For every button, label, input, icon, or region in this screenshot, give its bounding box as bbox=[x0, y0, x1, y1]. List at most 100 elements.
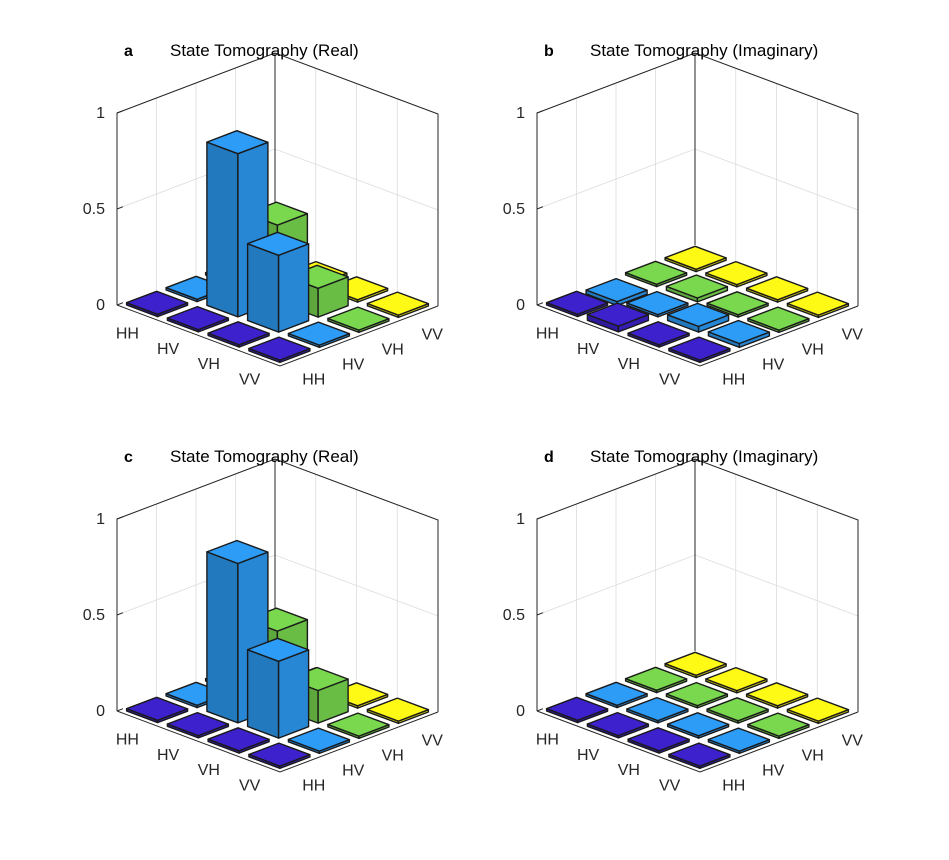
z-tick-label: 0 bbox=[516, 297, 525, 314]
bar-VH-VV bbox=[745, 682, 809, 709]
bar-VV-VV bbox=[366, 291, 430, 319]
z-tick-label: 0 bbox=[96, 297, 105, 314]
bar-top-face bbox=[166, 305, 230, 331]
bar-left-face bbox=[206, 141, 239, 318]
bar-top-face bbox=[745, 682, 809, 707]
z-tick-label: 1 bbox=[96, 511, 105, 528]
bars bbox=[545, 651, 850, 770]
panel-title: State Tomography (Real) bbox=[170, 41, 359, 60]
bar-VH-HV bbox=[246, 637, 310, 739]
row-tick-label: HV bbox=[157, 341, 180, 358]
z-tick-label: 0.5 bbox=[503, 201, 525, 218]
panel-b: 0 0.5 1 HH HV VH VV HH HV VH VV b State Tomography (… bbox=[503, 41, 864, 389]
column-tick-label: VH bbox=[802, 748, 824, 765]
row-tick-label: HV bbox=[157, 747, 180, 764]
z-tick-label: 0.5 bbox=[503, 607, 525, 624]
bar-top-face bbox=[666, 302, 730, 328]
column-tick-label: VV bbox=[422, 733, 444, 750]
bar-VH-VV bbox=[745, 276, 809, 303]
bar-left-face bbox=[246, 649, 280, 739]
bar-VH-VH bbox=[706, 697, 769, 724]
bar-HH-VV bbox=[664, 651, 727, 679]
bars bbox=[125, 129, 430, 364]
bar-VV-HH bbox=[248, 336, 311, 364]
bar-HV-HH bbox=[586, 711, 650, 739]
z-tick bbox=[116, 110, 124, 114]
column-tick-label: HH bbox=[302, 372, 325, 389]
z-tick bbox=[116, 612, 124, 616]
bar-right-face bbox=[277, 649, 310, 739]
bar-HH-HH bbox=[545, 696, 609, 724]
z-tick bbox=[116, 708, 124, 712]
panel-a: 0 0.5 1 HH HV VH VV HH HV VH VV a State Tomography (… bbox=[83, 41, 444, 389]
floor-front-edges bbox=[536, 304, 859, 367]
bar-top-face bbox=[786, 697, 850, 722]
bar-top-face bbox=[668, 742, 731, 767]
bar-top-face bbox=[206, 539, 269, 565]
bar-VV-VH bbox=[327, 712, 390, 740]
bar-VV-VV bbox=[366, 697, 430, 725]
bar-top-face bbox=[585, 681, 648, 706]
panel-letter: a bbox=[124, 43, 133, 60]
bar-top-face bbox=[664, 651, 727, 676]
bar-VH-HV bbox=[666, 712, 730, 739]
column-tick-label: VH bbox=[802, 342, 824, 359]
z-tick-label: 1 bbox=[516, 511, 525, 528]
column-tick-label: HH bbox=[722, 372, 745, 389]
z-tick-label: 0.5 bbox=[83, 607, 105, 624]
axes-frame bbox=[536, 458, 859, 773]
panel-letter: c bbox=[124, 449, 133, 466]
bar-top-face bbox=[366, 291, 430, 316]
z-tick bbox=[536, 516, 544, 520]
bar-top-face bbox=[668, 336, 731, 361]
bar-HH-HV bbox=[585, 277, 648, 307]
bar-HV-HH bbox=[586, 302, 650, 333]
row-tick-label: VH bbox=[198, 356, 220, 373]
bar-VH-HV bbox=[666, 302, 730, 333]
row-tick-label: VV bbox=[239, 777, 261, 794]
bar-top-face bbox=[705, 666, 768, 692]
bar-top-face bbox=[706, 697, 769, 722]
grid-line-horizontal bbox=[536, 554, 859, 617]
column-tick-label: HV bbox=[342, 357, 365, 374]
z-tick bbox=[116, 516, 124, 520]
column-tick-label: HH bbox=[302, 778, 325, 795]
grid-line-horizontal bbox=[536, 148, 859, 211]
bar-HH-HV bbox=[585, 681, 648, 709]
z-tick-label: 1 bbox=[96, 105, 105, 122]
bar-HV-HH bbox=[166, 305, 230, 333]
bar-top-face bbox=[706, 291, 769, 316]
panel-title: State Tomography (Imaginary) bbox=[590, 41, 818, 60]
column-tick-label: VH bbox=[382, 748, 404, 765]
bar-top-face bbox=[125, 290, 189, 315]
row-tick-label: HH bbox=[536, 732, 559, 749]
column-tick-label: VV bbox=[842, 327, 864, 344]
bar-top-face bbox=[624, 260, 688, 285]
bar-top-face bbox=[705, 260, 768, 286]
bar-VH-HV bbox=[246, 231, 310, 333]
row-tick-label: VV bbox=[659, 777, 681, 794]
bar-top-face bbox=[747, 306, 810, 331]
bar-top-face bbox=[287, 727, 351, 752]
bar-HV-HH bbox=[166, 711, 230, 739]
bar-top-face bbox=[747, 712, 810, 737]
panel-c: 0 0.5 1 HH HV VH VV HH HV VH VV c State Tomography (… bbox=[83, 447, 444, 795]
bar-top-face bbox=[586, 711, 650, 737]
row-tick-label: HV bbox=[577, 747, 600, 764]
z-tick bbox=[116, 302, 124, 306]
bar-HV-HV bbox=[206, 129, 269, 318]
z-tick-label: 0.5 bbox=[83, 201, 105, 218]
axes-frame bbox=[116, 52, 439, 367]
z-tick bbox=[536, 708, 544, 712]
bar-left-face bbox=[246, 242, 280, 333]
column-tick-label: HH bbox=[722, 778, 745, 795]
bar-HH-VH bbox=[624, 666, 688, 694]
bar-top-face bbox=[366, 697, 430, 722]
bar-top-face bbox=[665, 681, 729, 707]
bar-HV-HV bbox=[626, 290, 689, 318]
bar-HH-HH bbox=[545, 290, 609, 318]
grid-line-horizontal bbox=[116, 458, 439, 521]
column-tick-label: VV bbox=[842, 733, 864, 750]
row-tick-label: VH bbox=[618, 356, 640, 373]
